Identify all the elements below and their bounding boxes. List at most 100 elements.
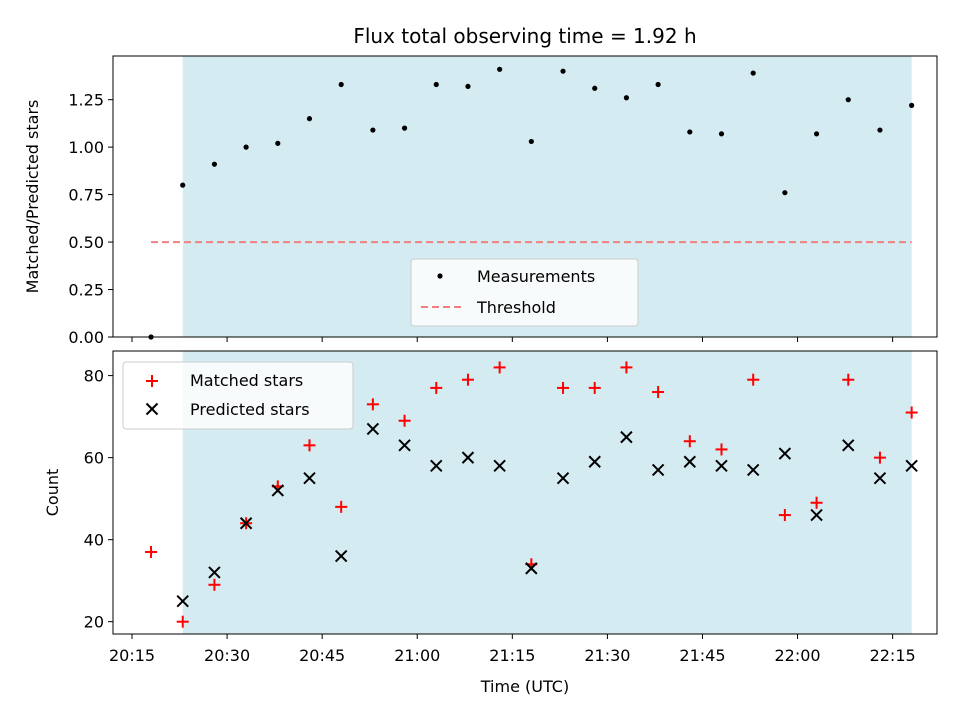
predicted-stars-points bbox=[176, 422, 918, 608]
predicted-star-point bbox=[810, 508, 823, 522]
predicted-star-point bbox=[715, 459, 728, 473]
count-y-axis: 20 40 60 80 bbox=[84, 367, 113, 632]
count-y-axis-label: Count bbox=[43, 469, 62, 517]
measurement-point bbox=[180, 182, 186, 188]
predicted-star-point bbox=[303, 471, 316, 485]
measurement-point bbox=[338, 81, 344, 88]
predicted-star-point bbox=[588, 455, 601, 468]
predicted-star-point bbox=[525, 562, 538, 575]
predicted-star-point-b bbox=[683, 455, 697, 468]
measurement-point bbox=[813, 131, 820, 137]
predicted-star-point bbox=[905, 459, 918, 473]
predicted-star-point-b bbox=[651, 463, 665, 477]
ratio-y-axis: 0.00 0.25 0.50 0.75 1.00 1.25 bbox=[68, 91, 113, 347]
measurement-point bbox=[465, 83, 471, 89]
time-x-axis-label: Time (UTC) bbox=[480, 677, 569, 696]
predicted-star-point bbox=[842, 439, 855, 452]
legend-predicted-glyph bbox=[145, 402, 159, 416]
predicted-star-point bbox=[873, 471, 887, 485]
predicted-star-point-b bbox=[398, 439, 411, 452]
matched-star-point bbox=[810, 496, 823, 509]
matched-star-point bbox=[208, 578, 221, 591]
predicted-star-point bbox=[239, 517, 253, 530]
count-plot-frame bbox=[112, 350, 938, 635]
chart-title: Flux total observing time = 1.92 h bbox=[353, 24, 696, 48]
predicted-star-point bbox=[208, 566, 221, 579]
predicted-star-point bbox=[366, 422, 380, 436]
predicted-star-point bbox=[430, 459, 443, 473]
time-x-tick-label: 21:30 bbox=[584, 646, 630, 665]
matched-star-point bbox=[905, 406, 918, 419]
predicted-star-point-b bbox=[461, 451, 475, 464]
predicted-star-point-b bbox=[303, 471, 316, 485]
predicted-star-point bbox=[334, 549, 348, 563]
predicted-star-point-b bbox=[905, 459, 918, 473]
legend-threshold-label: Threshold bbox=[476, 298, 556, 317]
measurement-point bbox=[655, 81, 661, 88]
predicted-star-point-b bbox=[525, 562, 538, 575]
measurement-point bbox=[782, 190, 788, 196]
ratio-y-tick-label: 0.50 bbox=[68, 233, 104, 252]
time-x-tick-label: 20:30 bbox=[204, 646, 250, 665]
ratio-y-tick-label: 1.25 bbox=[68, 91, 104, 110]
count-y-tick-label: 20 bbox=[84, 613, 104, 632]
measurement-point bbox=[211, 161, 218, 167]
measurement-point bbox=[592, 85, 598, 91]
ratio-y-tick-label: 0.25 bbox=[68, 281, 104, 300]
count-y-tick-label: 60 bbox=[84, 449, 104, 468]
matched-star-point bbox=[430, 381, 443, 394]
legend-predicted-label: Predicted stars bbox=[190, 400, 310, 419]
measurement-point bbox=[275, 140, 281, 146]
predicted-star-point-b bbox=[493, 459, 506, 473]
ratio-legend: Measurements Threshold bbox=[410, 258, 639, 327]
matched-star-point bbox=[652, 386, 665, 399]
ratio-y-tick-label: 0.00 bbox=[68, 328, 104, 347]
matched-star-point bbox=[366, 398, 379, 411]
measurement-point bbox=[623, 95, 630, 101]
matched-star-point bbox=[398, 414, 411, 427]
matched-star-point bbox=[145, 545, 158, 558]
count-legend-box bbox=[122, 361, 354, 430]
predicted-star-point bbox=[651, 463, 665, 477]
time-x-axis: 20:15 20:30 20:45 21:00 21:15 21:30 21:45 22:00… bbox=[109, 634, 916, 665]
time-x-tick-label: 21:00 bbox=[394, 646, 440, 665]
legend-matched-glyph bbox=[146, 375, 158, 387]
matched-star-point bbox=[493, 361, 506, 374]
measurement-point bbox=[528, 138, 534, 145]
time-x-tick-label: 20:45 bbox=[299, 646, 345, 665]
matched-star-point bbox=[588, 381, 601, 394]
ratio-y-tick-label: 1.00 bbox=[68, 138, 104, 157]
legend-measurements-marker bbox=[437, 273, 443, 279]
predicted-star-point-b bbox=[176, 594, 189, 608]
predicted-star-point-b bbox=[366, 422, 380, 436]
predicted-star-point bbox=[620, 430, 633, 444]
predicted-star-point-b bbox=[715, 459, 728, 473]
matched-stars-points bbox=[145, 361, 918, 628]
time-x-tick-label: 20:15 bbox=[109, 646, 155, 665]
predicted-star-point-b bbox=[842, 439, 855, 452]
matched-star-point bbox=[557, 381, 570, 394]
predicted-star-point bbox=[778, 447, 792, 460]
measurement-point bbox=[370, 127, 376, 133]
matched-star-point bbox=[461, 373, 474, 386]
predicted-star-point bbox=[461, 451, 475, 464]
predicted-star-point bbox=[556, 471, 570, 485]
measurement-point bbox=[687, 129, 693, 135]
time-x-tick-label: 21:15 bbox=[489, 646, 535, 665]
measurement-point bbox=[306, 116, 313, 122]
time-x-tick-label: 21:45 bbox=[679, 646, 725, 665]
measurement-point bbox=[750, 70, 756, 76]
predicted-star-point-b bbox=[271, 484, 285, 497]
legend-matched-label: Matched stars bbox=[190, 371, 303, 390]
predicted-star-point-b bbox=[556, 471, 570, 485]
ratio-legend-box bbox=[410, 258, 639, 327]
time-x-tick-label: 22:15 bbox=[870, 646, 916, 665]
ratio-panel: 0.00 0.25 0.50 0.75 1.00 1.25 Flux total obse… bbox=[23, 24, 938, 347]
predicted-star-point-b bbox=[588, 455, 601, 468]
predicted-star-point-b bbox=[778, 447, 792, 460]
predicted-star-point-b bbox=[239, 517, 253, 530]
measurement-point bbox=[909, 102, 915, 108]
matched-star-point bbox=[715, 443, 728, 456]
count-legend: Matched stars Predicted stars bbox=[122, 361, 354, 430]
